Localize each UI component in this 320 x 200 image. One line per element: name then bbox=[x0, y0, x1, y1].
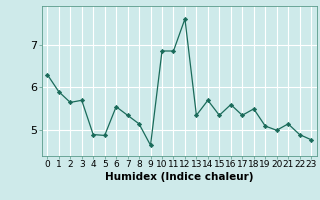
X-axis label: Humidex (Indice chaleur): Humidex (Indice chaleur) bbox=[105, 172, 253, 182]
